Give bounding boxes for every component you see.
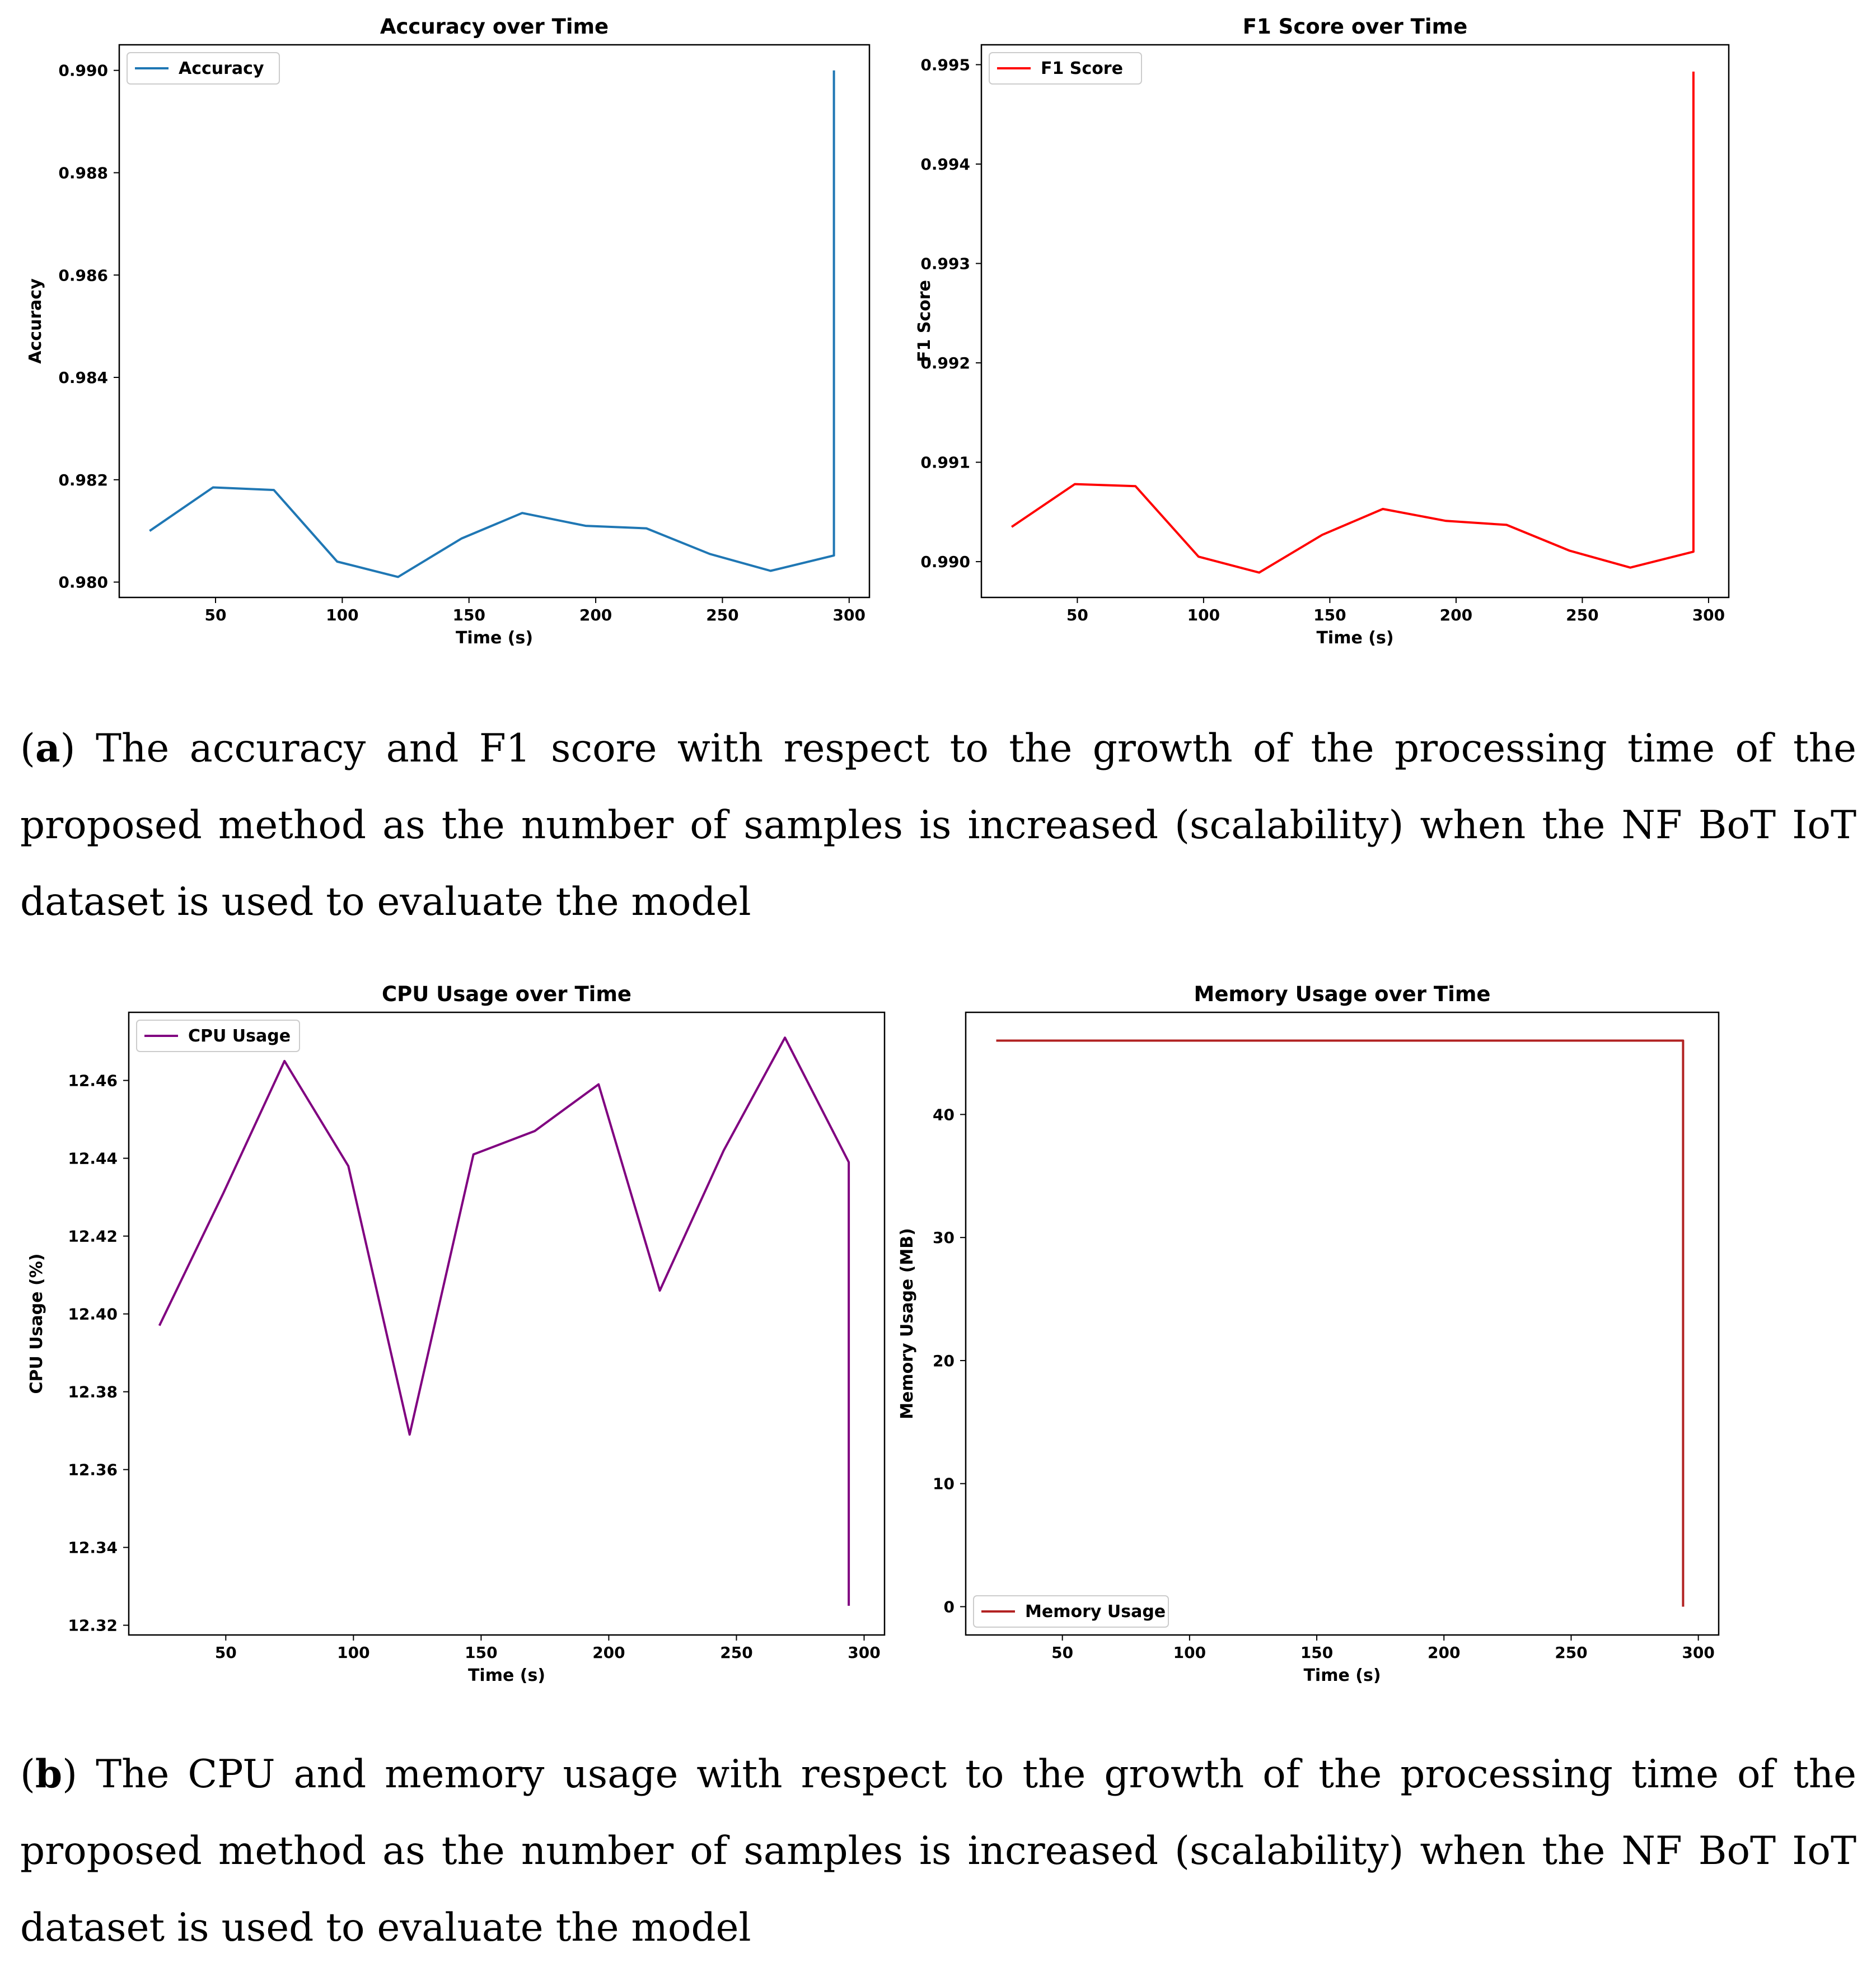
- y-tick-label: 10: [933, 1475, 955, 1493]
- x-axis-label: Time (s): [468, 1666, 545, 1685]
- plot-frame: [980, 44, 1730, 599]
- legend-box: [136, 1020, 300, 1052]
- x-tick-label: 100: [326, 606, 358, 624]
- y-axis-label: Memory Usage (MB): [897, 1228, 917, 1419]
- y-tick-label: 20: [933, 1352, 955, 1370]
- legend-box: [973, 1595, 1169, 1628]
- y-tick-label: 0: [944, 1597, 955, 1616]
- x-tick-label: 300: [1692, 606, 1725, 624]
- y-tick-label: 12.32: [68, 1616, 118, 1635]
- y-axis-label: F1 Score: [915, 280, 934, 362]
- legend-box: [127, 52, 280, 85]
- y-tick-label: 0.992: [920, 354, 970, 372]
- series-line-1: [149, 70, 835, 578]
- series-line-1: [1010, 71, 1695, 574]
- chart-title: Accuracy over Time: [380, 15, 609, 39]
- x-tick-label: 250: [1566, 606, 1598, 624]
- x-tick-label: 50: [1051, 1643, 1073, 1662]
- legend-label: Accuracy: [179, 59, 264, 78]
- plot-frame: [128, 1011, 886, 1636]
- x-tick-label: 300: [1682, 1643, 1714, 1662]
- legend-box: [989, 52, 1142, 85]
- y-tick-label: 0.991: [920, 454, 970, 472]
- y-tick-label: 40: [933, 1105, 955, 1124]
- y-tick-label: 30: [933, 1228, 955, 1247]
- plot-frame: [965, 1011, 1720, 1636]
- y-tick-label: 0.984: [58, 368, 108, 387]
- series-line-1: [158, 1036, 850, 1606]
- y-tick-label: 0.986: [58, 266, 108, 284]
- y-tick-label: 12.36: [68, 1461, 118, 1479]
- x-tick-label: 250: [1555, 1643, 1587, 1662]
- chart-2: 50 100 150 200 250 300 0.990 0.991 0.992 0.993 0.9…: [915, 15, 1730, 648]
- x-tick-label: 200: [1428, 1643, 1460, 1662]
- x-tick-label: 300: [833, 606, 866, 624]
- chart-3: 50 100 150 200 250 300 12.32 12.34 12.36 12.38 12.…: [27, 982, 886, 1685]
- x-tick-label: 150: [453, 606, 485, 624]
- y-tick-label: 0.990: [920, 553, 970, 571]
- y-tick-label: 0.982: [58, 471, 108, 489]
- x-tick-label: 300: [848, 1643, 880, 1662]
- y-axis-label: CPU Usage (%): [27, 1253, 46, 1394]
- x-axis-label: Time (s): [1316, 628, 1393, 648]
- y-tick-label: 12.46: [68, 1072, 118, 1090]
- x-tick-label: 50: [1066, 606, 1088, 624]
- chart-title: Memory Usage over Time: [1194, 982, 1491, 1006]
- legend-label: CPU Usage: [188, 1026, 291, 1046]
- series-line-1: [996, 1039, 1685, 1607]
- y-tick-label: 0.990: [58, 62, 108, 80]
- legend: Accuracy: [127, 52, 280, 85]
- x-tick-label: 50: [205, 606, 227, 624]
- chart-1: 50 100 150 200 250 300 0.980 0.982 0.984 0.986 0.9…: [26, 15, 871, 648]
- y-axis-label: Accuracy: [26, 278, 45, 364]
- chart-title: CPU Usage over Time: [382, 982, 631, 1006]
- legend-label: F1 Score: [1041, 59, 1123, 78]
- x-tick-label: 150: [465, 1643, 497, 1662]
- x-tick-label: 200: [1440, 606, 1472, 624]
- x-tick-label: 100: [337, 1643, 369, 1662]
- x-tick-label: 250: [706, 606, 738, 624]
- y-tick-label: 12.38: [68, 1383, 118, 1401]
- y-tick-label: 12.34: [68, 1539, 118, 1557]
- caption-a-letter: a: [35, 726, 60, 771]
- y-tick-label: 12.44: [68, 1150, 118, 1168]
- y-tick-label: 0.980: [58, 573, 108, 592]
- x-tick-label: 50: [215, 1643, 237, 1662]
- x-tick-label: 200: [592, 1643, 625, 1662]
- caption-a-text: ) The accuracy and F1 score with respect…: [20, 726, 1856, 924]
- x-axis-label: Time (s): [456, 628, 533, 648]
- y-tick-label: 0.995: [920, 56, 970, 74]
- chart-title: F1 Score over Time: [1243, 15, 1467, 39]
- caption-b-letter: b: [35, 1751, 63, 1797]
- chart-4: 50 100 150 200 250 300 0 10 20 30 40 Memory Usage o…: [897, 982, 1720, 1685]
- legend: F1 Score: [989, 52, 1142, 85]
- x-tick-label: 200: [579, 606, 612, 624]
- y-tick-label: 0.994: [920, 155, 970, 174]
- x-tick-label: 150: [1313, 606, 1346, 624]
- x-axis-label: Time (s): [1303, 1666, 1381, 1685]
- y-tick-label: 0.993: [920, 255, 970, 273]
- y-tick-label: 12.40: [68, 1305, 118, 1324]
- caption-b: (b) The CPU and memory usage with respec…: [20, 1751, 1856, 1950]
- plot-frame: [118, 44, 871, 599]
- legend-label: Memory Usage: [1025, 1602, 1166, 1622]
- y-tick-label: 12.42: [68, 1227, 118, 1246]
- x-tick-label: 150: [1300, 1643, 1333, 1662]
- caption-a: (a) The accuracy and F1 score with respe…: [20, 726, 1856, 924]
- y-tick-label: 0.988: [58, 163, 108, 182]
- legend: CPU Usage: [136, 1020, 300, 1052]
- caption-b-text: ) The CPU and memory usage with respect …: [20, 1752, 1856, 1950]
- x-tick-label: 100: [1187, 606, 1220, 624]
- x-tick-label: 250: [720, 1643, 752, 1662]
- legend: Memory Usage: [973, 1595, 1169, 1628]
- x-tick-label: 100: [1173, 1643, 1206, 1662]
